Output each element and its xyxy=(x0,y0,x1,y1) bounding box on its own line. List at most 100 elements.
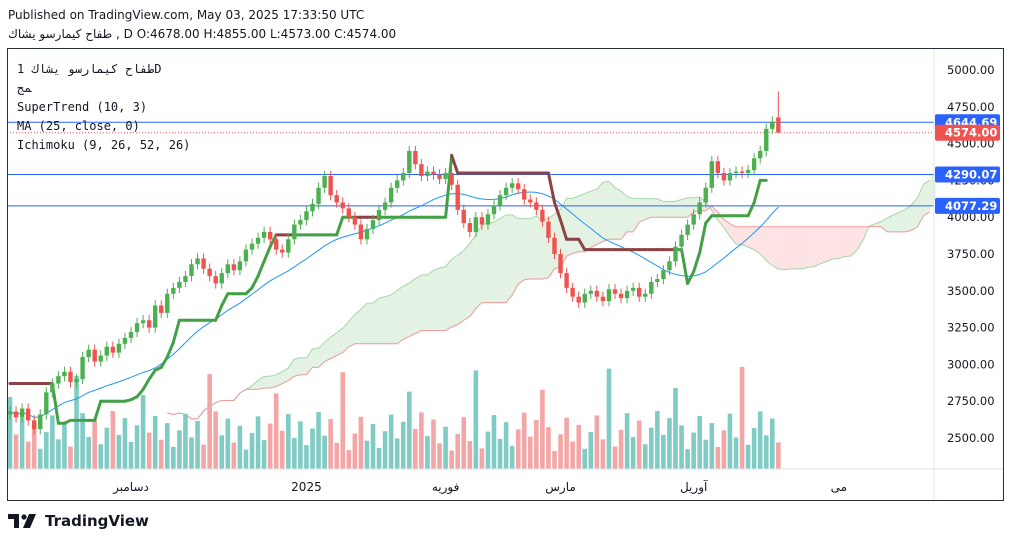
ichimoku-cloud-segment xyxy=(651,198,658,218)
candle-body xyxy=(376,209,382,221)
ichimoku-cloud-segment xyxy=(330,332,337,359)
candle-body xyxy=(758,150,763,159)
volume-bar xyxy=(679,425,684,469)
candle-body xyxy=(207,268,212,277)
ichimoku-cloud-segment xyxy=(360,303,367,344)
ichimoku-cloud-segment xyxy=(506,214,513,303)
supertrend-segment xyxy=(559,218,569,241)
volume-bar xyxy=(612,446,618,469)
candle-body xyxy=(570,287,575,297)
volume-bar xyxy=(655,410,660,469)
candle-body xyxy=(195,258,200,265)
candle-body xyxy=(564,273,569,288)
supertrend-segment xyxy=(135,387,145,399)
ichimoku-cloud-segment xyxy=(681,197,688,218)
volume-bar xyxy=(642,444,648,469)
ichimoku-cloud-segment xyxy=(487,221,494,303)
legend-ichimoku[interactable]: Ichimoku (9, 26, 52, 26) xyxy=(17,138,191,152)
candle-body xyxy=(655,279,660,282)
ichimoku-cloud-segment xyxy=(536,216,543,280)
volume-bar xyxy=(479,448,485,469)
ichimoku-cloud-segment xyxy=(820,226,827,264)
ichimoku-cloud-segment xyxy=(596,182,603,245)
ichimoku-cloud-segment xyxy=(324,337,331,362)
volume-bar xyxy=(661,434,666,469)
ichimoku-cloud-segment xyxy=(796,226,803,269)
candle-body xyxy=(80,357,85,380)
candle-body xyxy=(370,220,376,229)
legend-symbol: ﻃﻔﺎﺡ ﻛﻴﻤﺎﺭﺳﻮ ﻳﺸﺎﻙ 1D xyxy=(17,62,162,76)
ichimoku-cloud-segment xyxy=(578,193,585,252)
volume-bar xyxy=(92,420,97,469)
candle-body xyxy=(340,202,345,209)
ichimoku-cloud-segment xyxy=(518,218,525,285)
ichimoku-cloud-segment xyxy=(397,286,404,344)
volume-bar xyxy=(388,414,394,469)
candle-body xyxy=(134,323,140,333)
volume-bar xyxy=(68,446,73,469)
candle-body xyxy=(733,171,739,174)
volume-bar xyxy=(231,442,237,469)
candle-body xyxy=(237,261,243,271)
candle-body xyxy=(552,237,557,254)
candle-body xyxy=(171,287,176,294)
volume-bar xyxy=(763,435,769,469)
volume-bar xyxy=(594,415,600,469)
volume-bar xyxy=(521,412,527,469)
candle-body xyxy=(19,408,25,418)
ichimoku-cloud-segment xyxy=(379,296,386,344)
ichimoku-cloud-segment xyxy=(433,267,440,331)
candle-body xyxy=(183,276,188,282)
volume-bar xyxy=(582,448,588,469)
candle-body xyxy=(110,346,116,353)
ichimoku-cloud-segment xyxy=(494,218,501,303)
supertrend-segment xyxy=(450,153,460,175)
candle-body xyxy=(407,150,412,174)
supertrend-segment xyxy=(214,304,224,322)
candle-body xyxy=(382,202,388,210)
volume-bar xyxy=(243,449,249,469)
candle-body xyxy=(86,349,91,358)
volume-bar xyxy=(770,418,775,469)
volume-bar xyxy=(485,431,491,469)
candle-body xyxy=(116,343,122,353)
candle-body xyxy=(38,414,43,430)
y-tick-label: 5000.00 xyxy=(947,63,995,77)
volume-bar xyxy=(546,427,551,469)
candle-body xyxy=(243,249,249,262)
volume-bar xyxy=(491,415,497,469)
volume-bar xyxy=(213,411,218,469)
volume-bar xyxy=(715,446,721,469)
volume-bar xyxy=(219,435,225,469)
candle-body xyxy=(431,171,436,175)
candle-body xyxy=(25,408,31,421)
x-tick-label: مارس xyxy=(545,480,576,495)
tradingview-logo[interactable]: TradingView xyxy=(8,512,149,530)
volume-bar xyxy=(552,451,557,469)
supertrend-segment xyxy=(553,200,563,222)
legend-supertrend[interactable]: SuperTrend (10, 3) xyxy=(17,100,148,114)
x-tick-label: 2025 xyxy=(291,480,322,494)
candle-body xyxy=(509,183,515,188)
volume-bar xyxy=(528,436,533,469)
volume-bar xyxy=(503,422,509,469)
legend-moving-average[interactable]: MA (25, close, 0) xyxy=(17,119,140,133)
moving-average-line xyxy=(9,191,779,418)
ichimoku-cloud-segment xyxy=(838,226,845,259)
volume-bar xyxy=(558,434,563,469)
candle-body xyxy=(703,187,708,203)
supertrend-segment xyxy=(268,233,278,249)
ichimoku-cloud-segment xyxy=(276,371,283,387)
ichimoku-cloud-segment xyxy=(312,348,319,368)
volume-bar xyxy=(425,436,430,469)
ichimoku-cloud-segment xyxy=(778,226,785,270)
ichimoku-cloud-segment xyxy=(451,255,458,327)
chart-frame xyxy=(7,48,1004,501)
ichimoku-cloud-segment xyxy=(772,226,779,270)
volume-bar xyxy=(745,444,751,469)
price-chart[interactable]: 5000.004750.004500.004250.004000.003750.… xyxy=(7,48,1004,501)
volume-bar xyxy=(394,438,400,469)
candle-body xyxy=(546,221,551,238)
volume-bar xyxy=(437,443,442,469)
candle-body xyxy=(437,174,442,179)
